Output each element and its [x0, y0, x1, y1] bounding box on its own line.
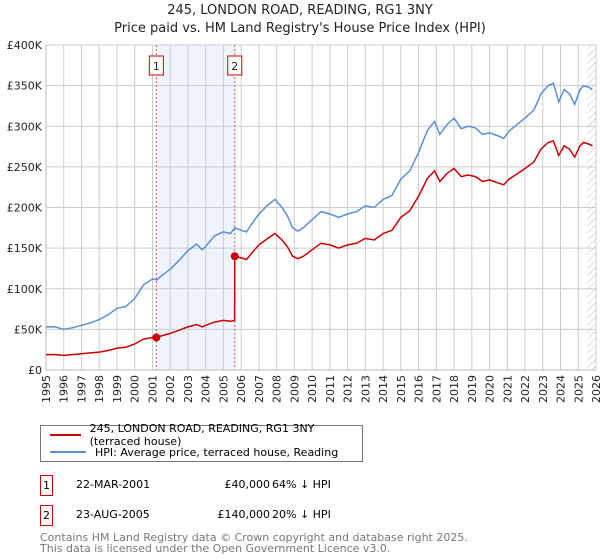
sale-marker-label: 2 [231, 60, 238, 73]
footer-licence: This data is licensed under the Open Gov… [40, 542, 391, 555]
chart-title: 245, LONDON ROAD, READING, RG1 3NY [167, 3, 433, 18]
x-tick-label: 2022 [519, 375, 532, 403]
transaction-hpi-diff: 20% ↓ HPI [272, 508, 331, 521]
x-tick-label: 2007 [253, 375, 266, 403]
x-tick-label: 2013 [359, 375, 372, 403]
x-tick-label: 2021 [501, 375, 514, 403]
x-tick-label: 2014 [377, 375, 390, 403]
sale-point [152, 333, 161, 342]
y-tick-label: £0 [28, 364, 42, 377]
price-chart: 1995 1996 1997 1998 1999 2000 2001 2002 2003 2004… [7, 39, 600, 403]
x-tick-label: 2017 [430, 375, 443, 403]
y-tick-label: £150K [7, 242, 43, 255]
sale-marker-label: 1 [153, 60, 160, 73]
y-tick-label: £250K [7, 161, 43, 174]
legend: 245, LONDON ROAD, READING, RG1 3NY (terr… [40, 422, 363, 462]
x-tick-label: 2005 [217, 375, 230, 403]
sale-marker-box [148, 55, 164, 76]
legend-label-hpi: HPI: Average price, terraced house, Read… [95, 445, 339, 459]
y-tick-label: £350K [7, 80, 43, 93]
legend-label-property: 245, LONDON ROAD, READING, RG1 3NY (terr… [89, 422, 315, 448]
y-tick-label: £50K [14, 323, 43, 336]
x-tick-label: 2008 [271, 375, 284, 403]
sale-point [230, 252, 239, 261]
chart-subtitle: Price paid vs. HM Land Registry's House … [114, 21, 486, 36]
x-tick-label: 1996 [58, 375, 71, 403]
x-tick-label: 2020 [484, 375, 497, 403]
transaction-date: 23-AUG-2005 [76, 508, 150, 521]
y-tick-label: £200K [7, 202, 43, 215]
x-tick-label: 2016 [413, 375, 426, 403]
footer-copyright: Contains HM Land Registry data © Crown c… [40, 531, 468, 544]
x-tick-label: 2018 [448, 375, 461, 403]
x-tick-label: 1999 [111, 375, 124, 403]
y-tick-label: £100K [7, 283, 43, 296]
x-tick-label: 2023 [537, 375, 550, 403]
legend-item-property: 245, LONDON ROAD, READING, RG1 3NY (terr… [50, 422, 362, 448]
transaction-date: 22-MAR-2001 [76, 478, 151, 491]
sale-marker-box [227, 55, 243, 76]
x-tick-label: 2024 [555, 375, 568, 403]
y-tick-label: £400K [7, 39, 43, 52]
x-tick-label: 2011 [324, 375, 337, 403]
transaction-marker: 2 [40, 505, 53, 526]
legend-swatch-hpi [50, 451, 86, 453]
transaction-marker: 1 [40, 475, 53, 496]
transaction-price: £140,000 [217, 508, 271, 521]
x-tick-label: 2001 [146, 375, 159, 403]
x-tick-label: 2019 [466, 375, 479, 403]
x-tick-label: 2006 [235, 375, 248, 403]
x-tick-label: 1998 [93, 375, 106, 403]
legend-item-hpi: HPI: Average price, terraced house, Read… [50, 444, 338, 460]
x-tick-label: 2010 [306, 375, 319, 403]
x-tick-label: 2025 [572, 375, 585, 403]
x-tick-label: 2004 [200, 375, 213, 403]
x-tick-label: 2002 [164, 375, 177, 403]
transaction-hpi-diff: 64% ↓ HPI [272, 478, 331, 491]
hpi-line [46, 82, 593, 331]
x-tick-label: 2003 [182, 375, 195, 403]
x-tick-label: 2012 [342, 375, 355, 403]
x-tick-label: 2009 [288, 375, 301, 403]
transaction-price: £40,000 [224, 478, 271, 491]
y-tick-label: £300K [7, 120, 43, 133]
x-tick-label: 2015 [395, 375, 408, 403]
footer: Contains HM Land Registry data © Crown c… [40, 532, 468, 554]
x-tick-label: 2026 [590, 375, 600, 403]
x-tick-label: 2000 [129, 375, 142, 403]
x-tick-label: 1995 [40, 375, 53, 403]
legend-swatch-property [50, 434, 81, 436]
x-tick-label: 1997 [75, 375, 88, 403]
